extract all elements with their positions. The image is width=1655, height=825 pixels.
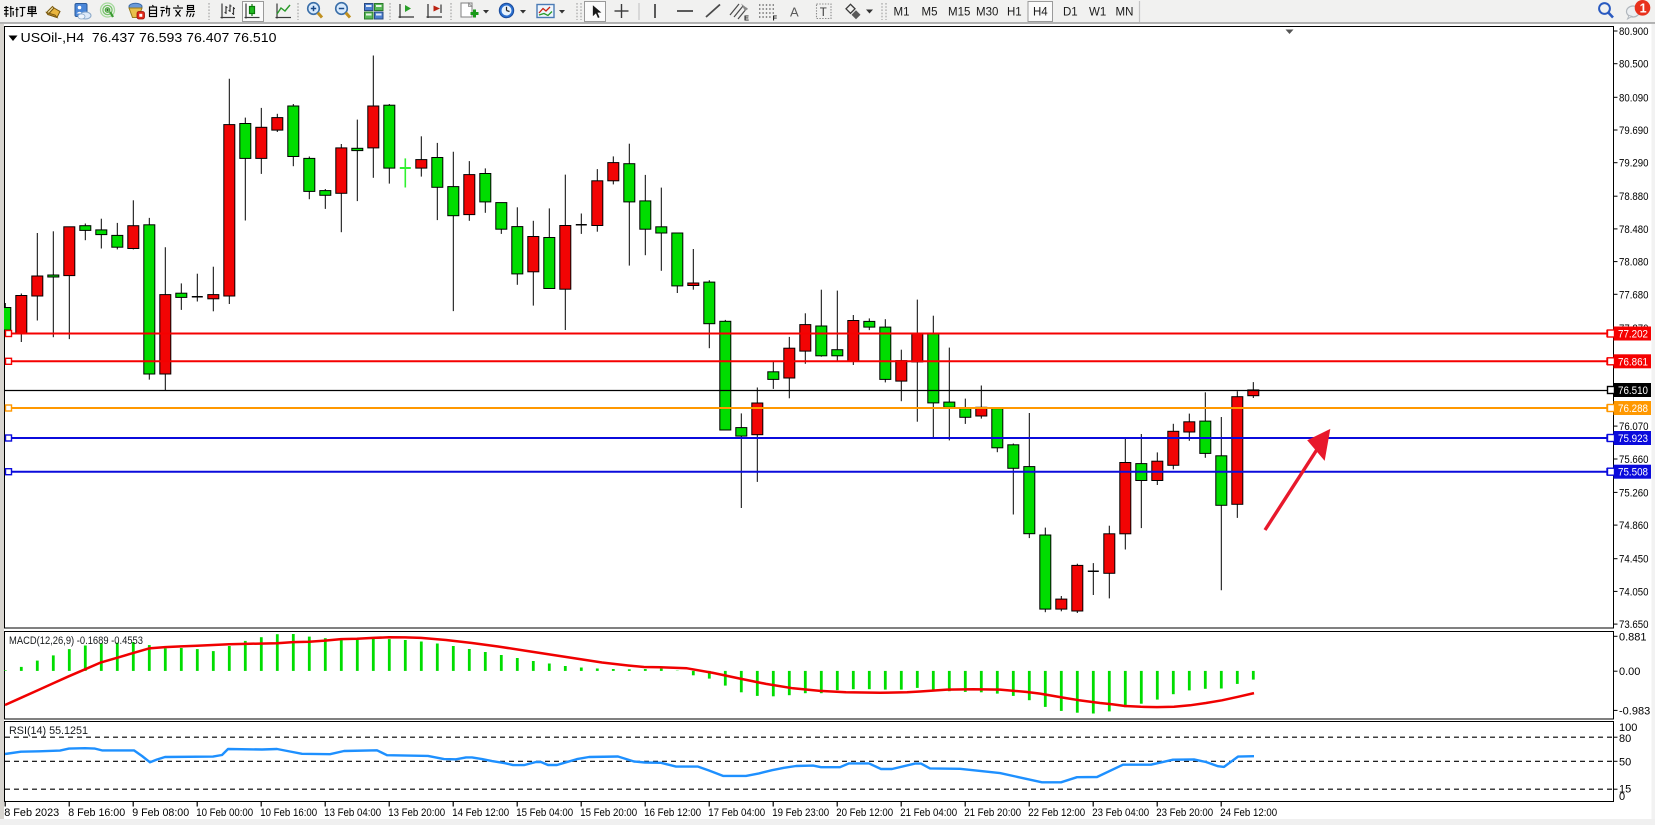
- svg-text:73.650: 73.650: [1619, 619, 1649, 631]
- svg-text:10 Feb 00:00: 10 Feb 00:00: [196, 807, 253, 819]
- svg-text:W1: W1: [1089, 7, 1106, 19]
- svg-text:RSI(14) 55.1251: RSI(14) 55.1251: [9, 725, 88, 737]
- svg-text:76.288: 76.288: [1618, 403, 1648, 415]
- svg-text:100: 100: [1619, 722, 1637, 734]
- svg-text:74.450: 74.450: [1619, 554, 1649, 566]
- svg-text:-0.983: -0.983: [1619, 705, 1650, 717]
- svg-text:77.680: 77.680: [1619, 289, 1649, 301]
- svg-text:76.070: 76.070: [1619, 421, 1649, 433]
- svg-text:50: 50: [1619, 757, 1631, 769]
- svg-text:14 Feb 12:00: 14 Feb 12:00: [452, 807, 509, 819]
- svg-text:9 Feb 08:00: 9 Feb 08:00: [132, 807, 189, 819]
- svg-text:75.923: 75.923: [1618, 433, 1648, 445]
- svg-text:22 Feb 12:00: 22 Feb 12:00: [1028, 807, 1085, 819]
- svg-text:D1: D1: [1063, 7, 1078, 19]
- svg-text:15: 15: [1619, 784, 1631, 796]
- svg-text:E: E: [744, 14, 749, 23]
- svg-text:M30: M30: [976, 7, 998, 19]
- svg-text:0.00: 0.00: [1619, 666, 1640, 678]
- svg-text:MN: MN: [1116, 7, 1134, 19]
- svg-text:80.090: 80.090: [1619, 92, 1649, 104]
- svg-text:A: A: [790, 5, 799, 20]
- svg-text:13 Feb 20:00: 13 Feb 20:00: [388, 807, 445, 819]
- svg-text:M5: M5: [922, 7, 938, 19]
- svg-text:79.290: 79.290: [1619, 158, 1649, 170]
- svg-text:10 Feb 16:00: 10 Feb 16:00: [260, 807, 317, 819]
- svg-text:8 Feb 16:00: 8 Feb 16:00: [68, 807, 125, 819]
- svg-text:M1: M1: [894, 7, 910, 19]
- svg-text:15 Feb 20:00: 15 Feb 20:00: [580, 807, 637, 819]
- svg-text:78.880: 78.880: [1619, 191, 1649, 203]
- svg-text:80.900: 80.900: [1619, 26, 1649, 38]
- svg-text:21 Feb 20:00: 21 Feb 20:00: [964, 807, 1021, 819]
- svg-text:76.510: 76.510: [1618, 385, 1648, 397]
- svg-text:8 Feb 2023: 8 Feb 2023: [4, 807, 59, 819]
- svg-text:75.508: 75.508: [1618, 467, 1648, 479]
- svg-text:21 Feb 04:00: 21 Feb 04:00: [900, 807, 957, 819]
- svg-text:23 Feb 20:00: 23 Feb 20:00: [1156, 807, 1213, 819]
- svg-text:0.881: 0.881: [1619, 631, 1647, 643]
- svg-text:24 Feb 12:00: 24 Feb 12:00: [1220, 807, 1277, 819]
- svg-text:H1: H1: [1007, 7, 1022, 19]
- svg-text:75.660: 75.660: [1619, 454, 1649, 466]
- svg-text:19 Feb 23:00: 19 Feb 23:00: [772, 807, 829, 819]
- svg-text:20 Feb 12:00: 20 Feb 12:00: [836, 807, 893, 819]
- svg-text:78.480: 78.480: [1619, 224, 1649, 236]
- svg-text:F: F: [773, 14, 778, 23]
- svg-text:13 Feb 04:00: 13 Feb 04:00: [324, 807, 381, 819]
- svg-text:80.500: 80.500: [1619, 59, 1649, 71]
- svg-text:74.050: 74.050: [1619, 586, 1649, 598]
- svg-text:74.860: 74.860: [1619, 520, 1649, 532]
- svg-text:M15: M15: [948, 7, 970, 19]
- svg-text:0: 0: [1619, 791, 1625, 803]
- svg-text:USOil-,H4 76.437 76.593 76.40: USOil-,H4 76.437 76.593 76.407 76.510: [21, 30, 277, 45]
- svg-text:T: T: [820, 7, 827, 19]
- svg-text:76.861: 76.861: [1618, 356, 1648, 368]
- svg-text:79.690: 79.690: [1619, 125, 1649, 137]
- svg-text:16 Feb 12:00: 16 Feb 12:00: [644, 807, 701, 819]
- svg-text:78.080: 78.080: [1619, 257, 1649, 269]
- svg-text:1: 1: [1640, 1, 1647, 15]
- svg-text:75.260: 75.260: [1619, 487, 1649, 499]
- svg-text:H4: H4: [1033, 7, 1048, 19]
- svg-text:17 Feb 04:00: 17 Feb 04:00: [708, 807, 765, 819]
- svg-text:80: 80: [1619, 733, 1631, 745]
- svg-text:77.202: 77.202: [1618, 329, 1648, 341]
- svg-text:23 Feb 04:00: 23 Feb 04:00: [1092, 807, 1149, 819]
- svg-text:MACD(12,26,9) -0.1689 -0.4553: MACD(12,26,9) -0.1689 -0.4553: [9, 635, 143, 647]
- svg-text:15 Feb 04:00: 15 Feb 04:00: [516, 807, 573, 819]
